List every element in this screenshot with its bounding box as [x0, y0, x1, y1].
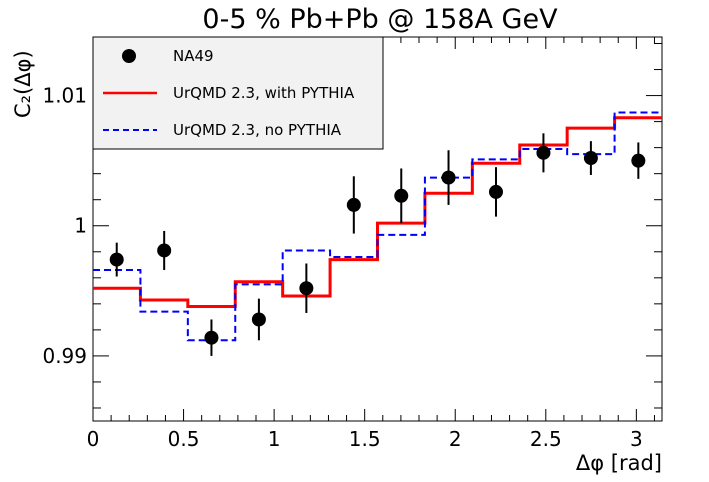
data-point [204, 330, 219, 345]
legend-entry-label: UrQMD 2.3, no PYTHIA [173, 121, 342, 139]
data-point [299, 281, 314, 296]
data-point [441, 170, 456, 185]
data-point [583, 151, 598, 166]
data-point [346, 197, 361, 212]
x-tick-label: 2 [449, 427, 462, 451]
legend-entry-label: NA49 [173, 47, 214, 65]
y-tick-label: 0.99 [42, 344, 87, 368]
data-point [631, 153, 646, 168]
legend: NA49 UrQMD 2.3, with PYTHIA UrQMD 2.3, no … [92, 36, 384, 150]
data-point [536, 145, 551, 160]
plot-series [93, 111, 662, 356]
data-point [394, 188, 409, 203]
y-tick-label: 1 [74, 214, 87, 238]
x-axis-title: Δφ [rad] [576, 451, 662, 475]
x-tick-label: 3 [630, 427, 643, 451]
x-tick-label: 1 [268, 427, 281, 451]
x-tick-label: 0.5 [168, 427, 200, 451]
y-tick-label: 1.01 [42, 84, 87, 108]
legend-marker-points [122, 49, 136, 63]
data-point [488, 184, 503, 199]
axes: 0 0.5 1 1.5 2 2.5 3 0.99 1 1.01 [42, 37, 662, 451]
legend-entry-label: UrQMD 2.3, with PYTHIA [173, 84, 355, 102]
data-point [157, 243, 172, 258]
x-tick-label: 1.5 [349, 427, 381, 451]
step-line-2 [93, 111, 662, 342]
data-point [251, 312, 266, 327]
y-axis-title: C₂(Δφ) [11, 50, 35, 118]
x-tick-label: 2.5 [530, 427, 562, 451]
chart-title: 0-5 % Pb+Pb @ 158A GeV [202, 4, 558, 35]
data-point [109, 252, 124, 267]
x-tick-label: 0 [87, 427, 100, 451]
